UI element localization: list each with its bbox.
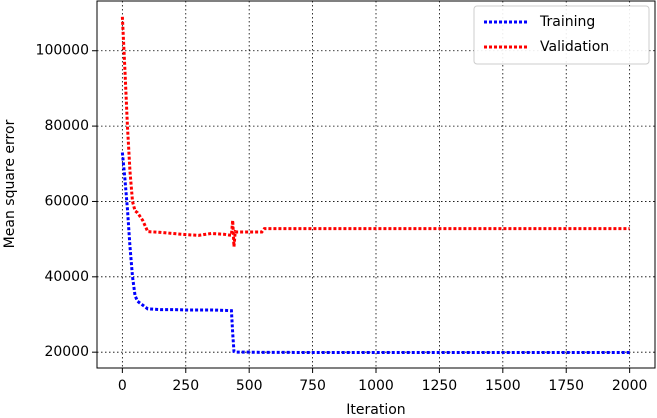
- legend-box: [473, 5, 650, 65]
- x-tick-label: 1500: [485, 378, 521, 394]
- y-tick-label: 60000: [44, 193, 89, 209]
- legend-label: Training: [539, 14, 595, 30]
- x-tick-label: 2000: [612, 378, 648, 394]
- y-tick-label: 80000: [44, 118, 89, 134]
- x-tick-label: 0: [118, 378, 127, 394]
- series-line: [120, 152, 630, 355]
- x-tick-label: 1750: [548, 378, 584, 394]
- x-tick-label: 750: [299, 378, 326, 394]
- x-tick-label: 1250: [422, 378, 458, 394]
- y-axis-label: Mean square error: [2, 119, 18, 248]
- x-tick-label: 500: [236, 378, 263, 394]
- y-tick-label: 100000: [36, 43, 89, 59]
- legend-label: Validation: [540, 39, 609, 55]
- x-tick-label: 250: [172, 378, 199, 394]
- y-tick-label: 40000: [44, 269, 89, 285]
- x-axis-label: Iteration: [346, 402, 405, 418]
- x-tick-label: 1000: [358, 378, 394, 394]
- series-line: [120, 16, 630, 247]
- y-tick-label: 20000: [44, 344, 89, 360]
